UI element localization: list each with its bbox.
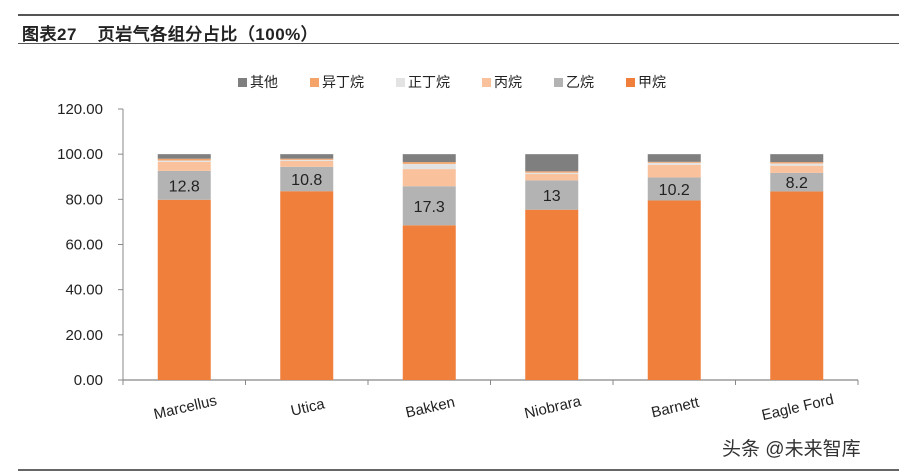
bar-segment-other xyxy=(525,154,579,172)
data-label: 8.2 xyxy=(786,175,808,192)
bar-segment-isobutane xyxy=(770,162,824,164)
bar-segment-other xyxy=(280,154,334,159)
bar-segment-nbutane xyxy=(525,172,579,175)
chart-legend: 其他 异丁烷 正丁烷 丙烷 乙烷 甲烷 xyxy=(238,72,698,92)
legend-item-nbutane: 正丁烷 xyxy=(396,72,450,92)
bottom-rule xyxy=(18,469,899,471)
bar-eagle-ford: 8.2 xyxy=(770,154,824,380)
bar-segment-ethane xyxy=(280,166,334,192)
bar-segment-propane xyxy=(770,165,824,173)
bar-segment-isobutane xyxy=(525,171,579,173)
bar-segment-ethane xyxy=(525,180,579,210)
watermark: 头条 @未来智库 xyxy=(722,439,861,460)
bar-segment-methane xyxy=(280,191,334,380)
bar-segment-isobutane xyxy=(157,158,211,161)
data-label: 10.2 xyxy=(659,182,690,199)
figure-title: 图表27 页岩气各组分占比（100%） xyxy=(22,25,319,44)
legend-swatch-icon xyxy=(396,77,405,87)
bar-segment-other xyxy=(157,154,211,159)
x-category-label: Niobrara xyxy=(523,393,584,423)
data-label: 10.8 xyxy=(291,172,322,189)
bar-segment-ethane xyxy=(647,177,701,201)
legend-label: 丙烷 xyxy=(494,74,522,90)
bar-barnett: 10.2 xyxy=(647,154,701,380)
y-tick-label: 0.00 xyxy=(74,372,103,389)
bar-segment-nbutane xyxy=(157,160,211,162)
x-category-label: Marcellus xyxy=(152,392,218,423)
legend-label: 乙烷 xyxy=(566,74,594,90)
bar-segment-isobutane xyxy=(402,162,456,164)
legend-swatch-icon xyxy=(626,77,635,87)
bar-segment-propane xyxy=(280,160,334,167)
x-category-label: Barnett xyxy=(650,394,702,422)
bar-segment-methane xyxy=(157,199,211,380)
bar-segment-other xyxy=(647,154,701,162)
bar-segment-methane xyxy=(525,209,579,380)
legend-swatch-icon xyxy=(238,77,247,87)
x-category-label: Utica xyxy=(289,395,327,419)
x-category-label: Bakken xyxy=(404,394,457,422)
legend-item-propane: 丙烷 xyxy=(482,72,522,92)
legend-swatch-icon xyxy=(310,77,319,87)
bar-segment-nbutane xyxy=(402,163,456,170)
y-tick-label: 20.00 xyxy=(65,327,103,344)
bar-segment-propane xyxy=(157,161,211,171)
bar-niobrara: 13 xyxy=(525,154,579,380)
bar-segment-other xyxy=(770,154,824,163)
top-rule xyxy=(18,14,899,16)
bar-marcellus: 12.8 xyxy=(157,154,211,380)
legend-item-other: 其他 xyxy=(238,72,278,92)
legend-item-ethane: 乙烷 xyxy=(554,72,594,92)
y-tick-label: 60.00 xyxy=(65,237,103,254)
bar-segment-nbutane xyxy=(647,162,701,165)
bar-segment-ethane xyxy=(770,172,824,192)
bar-segment-propane xyxy=(402,169,456,187)
legend-swatch-icon xyxy=(554,77,563,87)
legend-swatch-icon xyxy=(482,77,491,87)
data-label: 17.3 xyxy=(414,199,445,216)
legend-label: 正丁烷 xyxy=(408,74,450,90)
bar-segment-methane xyxy=(402,225,456,380)
y-tick-label: 100.00 xyxy=(57,146,103,163)
title-rule xyxy=(18,43,899,44)
y-tick-label: 80.00 xyxy=(65,191,103,208)
bar-segment-nbutane xyxy=(280,159,334,161)
bar-segment-methane xyxy=(770,191,824,380)
data-label: 13 xyxy=(543,188,561,205)
bar-segment-isobutane xyxy=(280,158,334,160)
legend-label: 异丁烷 xyxy=(322,74,364,90)
legend-item-isobutane: 异丁烷 xyxy=(310,72,364,92)
bar-segment-propane xyxy=(647,164,701,178)
bar-bakken: 17.3 xyxy=(402,154,456,380)
y-tick-label: 40.00 xyxy=(65,282,103,299)
legend-label: 其他 xyxy=(250,74,278,90)
data-label: 12.8 xyxy=(169,178,200,195)
bar-segment-ethane xyxy=(157,170,211,200)
bar-utica: 10.8 xyxy=(280,154,334,380)
bar-segment-other xyxy=(402,154,456,163)
x-category-label: Eagle Ford xyxy=(760,391,835,424)
bar-segment-ethane xyxy=(402,186,456,226)
bar-segment-propane xyxy=(525,174,579,181)
bar-segment-isobutane xyxy=(647,161,701,163)
legend-item-methane: 甲烷 xyxy=(626,72,666,92)
legend-label: 甲烷 xyxy=(638,74,666,90)
bar-segment-methane xyxy=(647,200,701,380)
y-tick-label: 120.00 xyxy=(57,101,103,118)
bar-segment-nbutane xyxy=(770,163,824,166)
